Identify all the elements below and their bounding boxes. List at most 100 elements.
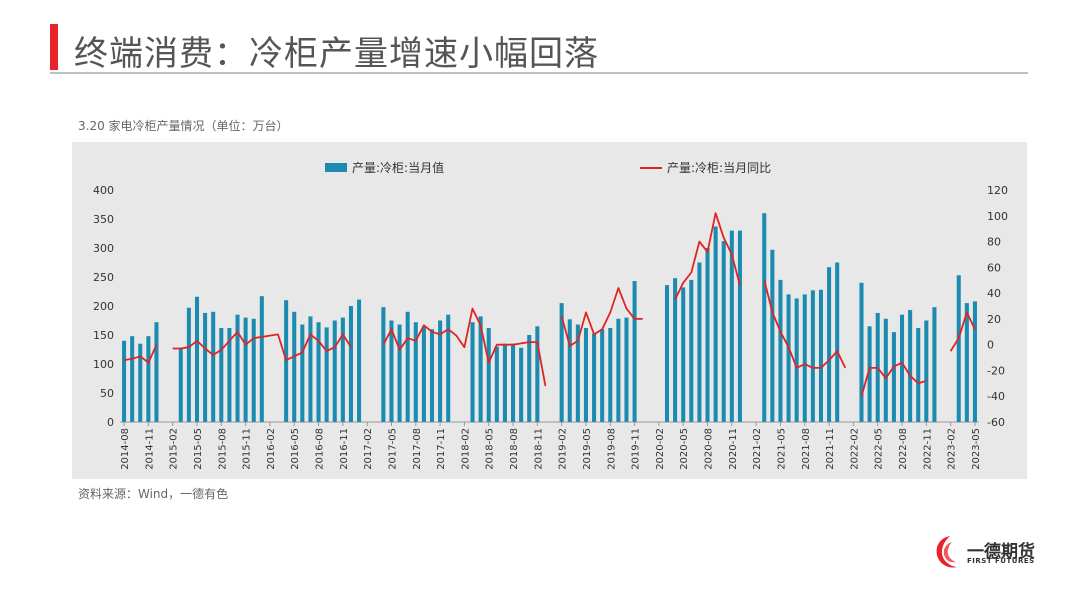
bar-2022-04 xyxy=(867,326,872,422)
yoy-line-segment-2 xyxy=(382,307,547,387)
bar-2021-04 xyxy=(770,249,775,422)
x-axis-tick-label: 2017-02 xyxy=(363,428,374,470)
left-axis-tick-label: 150 xyxy=(93,329,114,342)
bar-2023-04 xyxy=(964,303,969,422)
x-axis-tick-label: 2019-05 xyxy=(582,428,593,470)
bar-2014-12 xyxy=(154,322,159,422)
bar-2021-11 xyxy=(827,267,832,422)
yoy-line-segment-5 xyxy=(674,212,741,300)
bar-2016-12 xyxy=(348,306,353,422)
bar-2022-07 xyxy=(891,332,896,422)
x-axis-tick-label: 2017-05 xyxy=(387,428,398,470)
right-axis-tick-label: 120 xyxy=(987,184,1008,197)
bar-2017-01 xyxy=(357,299,362,422)
bar-2021-05 xyxy=(778,279,783,422)
bar-2019-05 xyxy=(583,328,588,422)
bar-2018-11 xyxy=(535,326,540,422)
bar-2016-08 xyxy=(316,322,321,422)
bar-2017-10 xyxy=(429,329,435,422)
yoy-line-segment-7 xyxy=(860,361,927,397)
x-axis-tick-label: 2020-02 xyxy=(655,428,666,470)
left-axis-tick-label: 0 xyxy=(107,416,114,429)
bar-2019-07 xyxy=(600,329,605,422)
bar-2015-07 xyxy=(211,311,216,422)
chart-caption: 3.20 家电冷柜产量情况（单位：万台） xyxy=(78,119,289,133)
bar-2020-08 xyxy=(705,248,710,422)
bar-2014-10 xyxy=(138,343,143,422)
bar-2021-07 xyxy=(794,298,799,422)
bar-2023-03 xyxy=(956,275,961,422)
bar-2015-06 xyxy=(203,312,208,422)
bar-2018-09 xyxy=(519,347,524,422)
bar-2022-08 xyxy=(899,314,905,422)
bar-2018-10 xyxy=(527,335,532,422)
bar-2021-08 xyxy=(802,294,807,422)
left-axis-tick-label: 200 xyxy=(93,300,114,313)
legend-line-label: 产量:冷柜:当月同比 xyxy=(667,161,771,175)
bar-2019-10 xyxy=(624,317,629,422)
chart-panel: 0 50 100 150 200 250 300 350 400 -60 -40 -20 0 20 40 60… xyxy=(72,142,1027,479)
x-axis-tick-label: 2022-08 xyxy=(898,428,909,470)
bar-2014-08 xyxy=(122,340,127,422)
bar-2016-01 xyxy=(259,296,264,422)
x-axis-tick-label: 2017-11 xyxy=(436,428,447,470)
bar-2015-04 xyxy=(186,307,191,422)
left-axis-tick-label: 250 xyxy=(93,271,114,284)
bar-2022-06 xyxy=(883,318,888,422)
logo-subtitle: FIRST FUTURES xyxy=(967,557,1035,565)
left-axis-tick-label: 100 xyxy=(93,358,114,371)
x-axis-tick-label: 2021-11 xyxy=(825,428,836,470)
bar-2020-11 xyxy=(729,230,734,422)
bar-2015-10 xyxy=(235,314,240,422)
bar-2021-09 xyxy=(810,290,815,422)
bar-2021-03 xyxy=(762,213,767,422)
x-axis-tick-label: 2021-05 xyxy=(776,428,787,470)
x-axis-tick-label: 2021-08 xyxy=(801,428,812,470)
bar-2020-04 xyxy=(673,278,678,422)
bar-2015-08 xyxy=(219,328,224,422)
right-axis-tick-label: -40 xyxy=(987,390,1005,403)
bar-2017-12 xyxy=(446,314,451,422)
right-axis-tick-label: 100 xyxy=(987,210,1008,223)
bar-2019-06 xyxy=(592,333,597,422)
bar-2019-04 xyxy=(575,324,580,422)
bar-2017-05 xyxy=(389,320,394,422)
yoy-line-segment-8 xyxy=(949,311,976,352)
x-axis-tick-label: 2016-05 xyxy=(290,428,301,470)
x-axis-tick-label: 2019-02 xyxy=(558,428,569,470)
right-axis-tick-label: -20 xyxy=(987,364,1005,377)
x-axis-tick-label: 2022-11 xyxy=(922,428,933,470)
bar-2021-06 xyxy=(786,294,791,422)
bar-2017-04 xyxy=(381,307,386,422)
bar-2018-05 xyxy=(486,328,491,422)
bar-2020-09 xyxy=(713,226,718,422)
x-axis-tick-label: 2014-11 xyxy=(144,428,155,470)
x-axis-tick-label: 2019-11 xyxy=(631,428,642,470)
bar-2016-06 xyxy=(300,324,305,422)
right-axis-tick-label: 80 xyxy=(987,236,1001,249)
bar-2018-08 xyxy=(511,343,516,422)
x-axis-tick-label: 2020-05 xyxy=(679,428,690,470)
bar-2019-03 xyxy=(567,319,572,422)
bar-2019-08 xyxy=(608,328,613,422)
bar-2020-03 xyxy=(664,285,670,422)
bar-2015-12 xyxy=(251,318,256,422)
bar-2022-09 xyxy=(908,310,913,422)
x-axis-tick-label: 2017-08 xyxy=(412,428,423,470)
bar-2016-11 xyxy=(340,317,345,422)
logo-text: 一德期货 xyxy=(967,542,1035,562)
bar-2021-12 xyxy=(835,262,840,422)
bar-2019-02 xyxy=(559,303,564,422)
bar-2017-11 xyxy=(438,320,443,422)
bar-2017-06 xyxy=(397,324,402,422)
bar-2017-09 xyxy=(421,326,426,422)
bar-2018-03 xyxy=(470,322,475,422)
bar-2016-07 xyxy=(308,316,313,422)
x-axis-tick-label: 2016-11 xyxy=(339,428,350,470)
x-axis-tick-label: 2020-08 xyxy=(704,428,715,470)
x-axis-tick-label: 2015-02 xyxy=(169,428,180,470)
x-axis-tick-label: 2023-05 xyxy=(971,428,982,470)
x-axis-tick-label: 2018-11 xyxy=(533,428,544,470)
bar-2022-10 xyxy=(916,328,921,422)
bar-2018-06 xyxy=(494,346,499,422)
